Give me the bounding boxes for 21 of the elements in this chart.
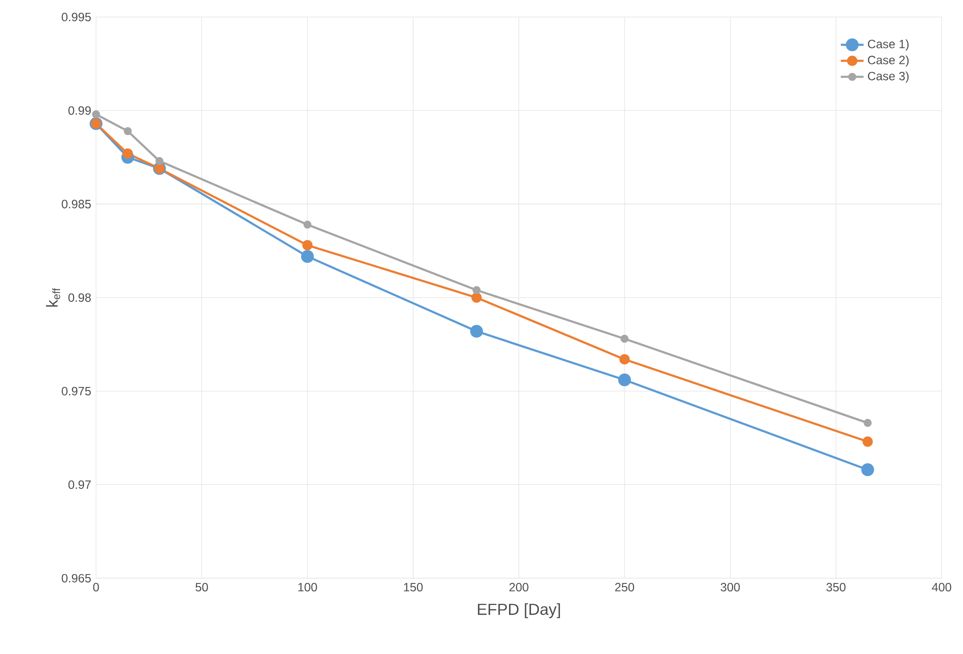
x-tick-label: 50 [196, 582, 208, 592]
x-tick-label: 400 [932, 582, 952, 592]
y-axis-title: k$_{eff}$ [46, 288, 60, 307]
y-tick-label: 0.98 [68, 293, 91, 302]
legend-label: Case 3) [868, 71, 909, 83]
legend-label: Case 2) [868, 55, 909, 67]
x-tick-label: 0 [93, 582, 99, 592]
legend-label: Case 1) [868, 39, 909, 51]
y-tick-label: 0.97 [68, 480, 91, 489]
y-tick-label: 0.975 [62, 386, 91, 396]
y-tick-label: 0.99 [68, 106, 91, 115]
x-tick-label: 350 [826, 582, 846, 592]
y-tick-label: 0.985 [62, 200, 91, 208]
x-tick-label: 250 [615, 582, 634, 592]
y-tick-label: 0.995 [62, 12, 91, 22]
x-axis-title: EFPD [Day] [478, 603, 560, 618]
x-tick-label: 300 [720, 582, 740, 592]
x-tick-label: 200 [509, 582, 528, 592]
x-tick-label: 100 [298, 582, 317, 592]
x-tick-label: 150 [404, 582, 423, 592]
y-tick-label: 0.965 [62, 574, 91, 582]
